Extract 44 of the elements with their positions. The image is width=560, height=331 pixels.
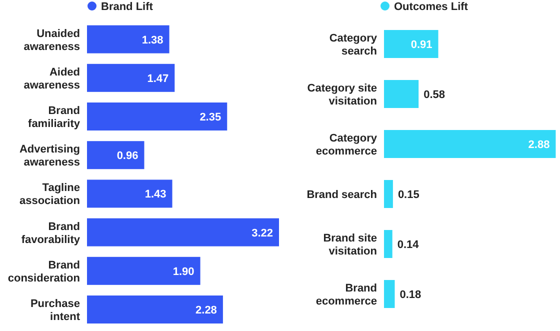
bar	[87, 64, 175, 92]
data-label: 0.15	[398, 189, 420, 201]
y-tick-label: Advertising awareness	[19, 144, 80, 169]
y-tick-label: Purchase intent	[30, 298, 80, 323]
legend-label: Brand Lift	[101, 1, 154, 13]
bar	[87, 296, 223, 324]
bar	[87, 256, 200, 285]
bar	[384, 30, 438, 58]
y-tick-label: Category ecommerce	[316, 132, 378, 158]
y-tick-label: Tagline association	[19, 182, 80, 208]
bar	[384, 280, 395, 308]
bar	[87, 102, 228, 130]
y-tick-label: Category site visitation	[307, 82, 378, 108]
y-tick-label: Brand favorability	[21, 220, 81, 246]
data-label: 1.38	[142, 34, 164, 46]
data-label: 2.28	[196, 304, 217, 316]
bar	[87, 141, 144, 170]
bar	[87, 180, 172, 208]
y-tick-label: Aided awareness	[24, 66, 80, 92]
data-label: 1.43	[144, 188, 166, 201]
y-tick-label: Brand site visitation	[323, 232, 378, 258]
data-label: 1.90	[172, 266, 194, 278]
bar	[87, 25, 170, 54]
data-label: 2.35	[200, 112, 222, 124]
data-label: 0.58	[424, 89, 446, 101]
y-tick-label: Brand search	[306, 189, 378, 201]
data-label: 1.47	[147, 72, 169, 85]
data-label: 0.91	[410, 39, 432, 51]
bar	[384, 130, 556, 158]
bar	[87, 218, 279, 246]
y-tick-label: Category search	[329, 32, 378, 58]
y-tick-label: Brand consideration	[8, 259, 80, 284]
y-tick-label: Brand familiarity	[28, 105, 81, 130]
data-label: 0.14	[397, 239, 420, 251]
bar	[384, 80, 419, 108]
bar	[384, 230, 392, 258]
y-tick-label: Unaided awareness	[24, 28, 80, 53]
y-tick-label: Brand ecommerce	[316, 282, 377, 308]
data-label: 2.88	[528, 139, 550, 151]
data-label: 0.96	[116, 150, 138, 162]
bar	[384, 180, 393, 208]
data-label: 3.22	[252, 227, 273, 240]
legend-label: Outcomes Lift	[394, 1, 468, 13]
data-label: 0.18	[400, 289, 422, 301]
